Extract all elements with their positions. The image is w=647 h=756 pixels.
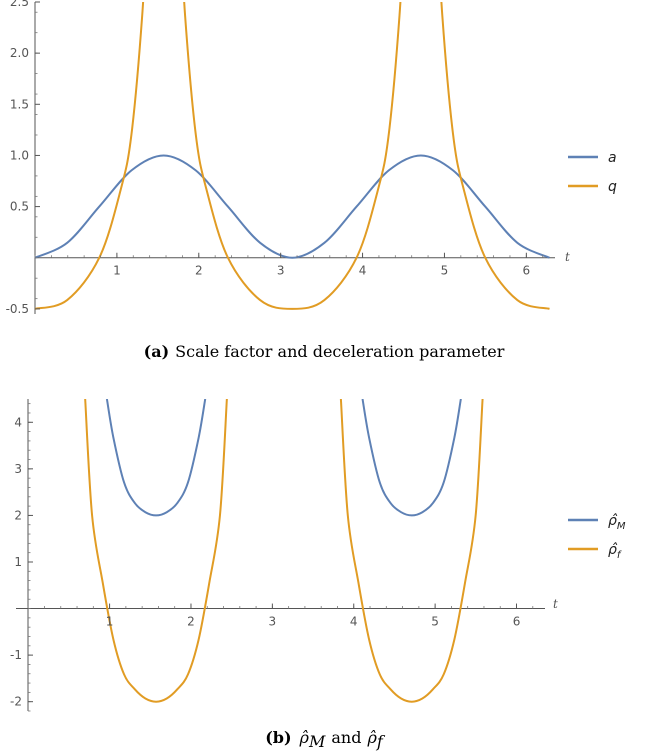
panel-b-y-tick-label: -2: [10, 695, 22, 709]
panel-b-y-tick-label: 1: [14, 555, 22, 569]
legend-b-rho-f-base: ρ̂: [608, 542, 618, 558]
legend-a-label-a: a: [608, 150, 617, 166]
panel-a-y-tick-label: 1.5: [10, 97, 29, 111]
panel-a-x-tick-label: 3: [277, 264, 285, 278]
panel-a-x-tick-label: 5: [441, 264, 449, 278]
panel-b-series-m-line: [361, 399, 462, 517]
caption-a-text: Scale factor and deceleration parameter: [175, 342, 505, 361]
panel-a-x-tick-label: 1: [113, 264, 121, 278]
panel-a-x-tick-label: 4: [359, 264, 367, 278]
panel-a-x-tick-label: 6: [523, 264, 531, 278]
panel-b-axes: [16, 399, 545, 711]
legend-b-rho-f-sub: f: [617, 550, 622, 561]
legend-a-label-q: q: [608, 179, 617, 195]
legend-b-label-rho-f: ρ̂f: [608, 542, 622, 561]
caption-b-sub1: M: [308, 732, 326, 751]
panel-b-x-axis-title: t: [553, 597, 558, 611]
panel-b-x-tick-label: 4: [350, 615, 358, 629]
caption-b-sym1: ρ̂: [299, 728, 310, 747]
panel-a-y-tick-label: 2.5: [10, 0, 29, 9]
caption-b-tag: (b): [265, 728, 291, 747]
panel-b-series-m-line: [105, 399, 207, 517]
legend-b-label-rho-m: ρ̂M: [608, 513, 626, 532]
panel-a-ticks: 1 2 3 4 5 6 -0.5 0.5 1.0 1.5 2.0 2.5: [6, 0, 544, 316]
legend-b-rho-m-base: ρ̂: [608, 513, 618, 529]
panel-a-series: [35, 2, 550, 310]
panel-b-x-tick-label: 2: [187, 615, 195, 629]
panel-b-x-tick-label: 6: [513, 615, 521, 629]
panel-b-ticks: 1 2 3 4 5 6 -2 -1 1 2 3 4: [10, 403, 534, 712]
panel-b-series-f-line: [84, 399, 228, 703]
legend-b-item-rho-m: ρ̂M: [568, 513, 626, 532]
panel-b-legend: ρ̂M ρ̂f: [568, 513, 626, 561]
panel-b-x-tick-label: 1: [106, 615, 114, 629]
caption-b-and: and: [331, 728, 361, 747]
panel-a-y-tick-label: 0.5: [10, 200, 29, 214]
panel-b-chart: 1 2 3 4 5 6 -2 -1 1 2 3 4 t: [10, 399, 558, 712]
caption-b: (b) ρ̂M and ρ̂f: [265, 728, 386, 751]
panel-a-series-q-line: [35, 2, 145, 310]
legend-b-item-rho-f: ρ̂f: [568, 542, 622, 561]
panel-b-y-tick-label: 3: [14, 462, 22, 476]
panel-b-x-tick-label: 5: [431, 615, 439, 629]
panel-a-y-tick-label: -0.5: [6, 302, 29, 316]
panel-a-y-tick-label: 1.0: [10, 148, 29, 162]
panel-a-chart: 1 2 3 4 5 6 -0.5 0.5 1.0 1.5 2.0 2.5 t: [6, 0, 570, 316]
panel-a-y-tick-label: 2.0: [10, 46, 29, 60]
panel-a-legend: a q: [568, 150, 617, 195]
panel-a-series-a-line: [35, 154, 550, 259]
panel-b-y-tick-label: 4: [14, 415, 22, 429]
panel-b-x-tick-label: 3: [269, 615, 277, 629]
caption-a: (a) Scale factor and deceleration paramet…: [144, 342, 505, 361]
panel-a-series-q-line: [183, 2, 402, 310]
legend-b-rho-m-sub: M: [617, 521, 626, 532]
panel-a-x-axis-title: t: [565, 250, 570, 264]
panel-b-series: [84, 399, 484, 703]
caption-b-sub2: f: [376, 732, 386, 751]
panel-b-y-tick-label: -1: [10, 648, 22, 662]
panel-a-series-q-line: [440, 2, 550, 310]
caption-b-sym2: ρ̂: [366, 728, 377, 747]
panel-b-series-f-line: [339, 399, 484, 703]
caption-a-tag: (a): [144, 342, 170, 361]
panel-b-y-tick-label: 2: [14, 508, 22, 522]
panel-a-x-tick-label: 2: [195, 264, 203, 278]
legend-a-item-q: q: [568, 179, 617, 195]
legend-a-item-a: a: [568, 150, 617, 166]
